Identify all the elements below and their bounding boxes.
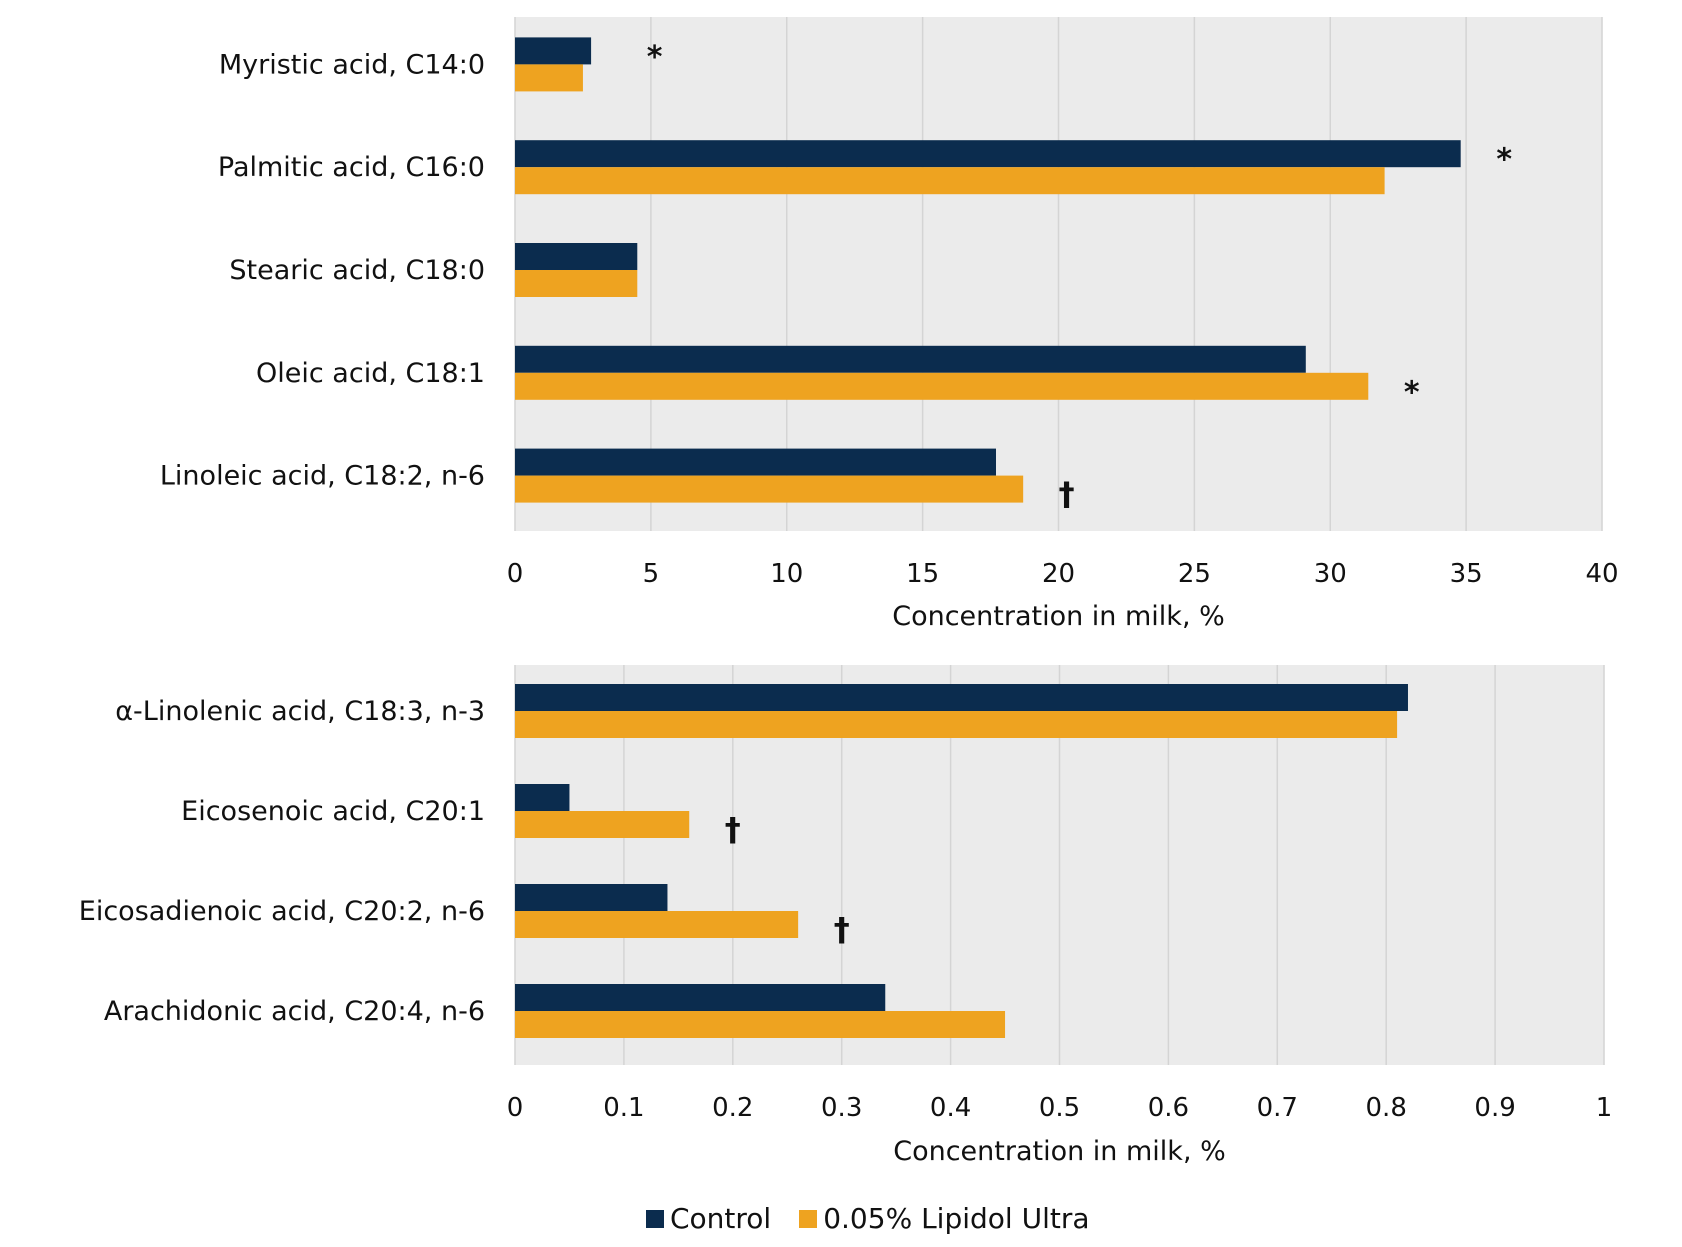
x-tick-label: 0 [507, 559, 524, 589]
category-label: Eicosadienoic acid, C20:2, n-6 [79, 896, 485, 927]
bar-control [515, 243, 638, 270]
significance-asterisk: * [647, 40, 663, 75]
legend-control-swatch [646, 1210, 664, 1228]
x-tick-label: 25 [1178, 559, 1211, 589]
x-tick-label: 30 [1314, 559, 1347, 589]
bar-lipidol [515, 475, 1024, 503]
bar-control [515, 784, 570, 811]
x-tick-label: 0.9 [1474, 1093, 1515, 1123]
x-axis-title: Concentration in milk, % [893, 1136, 1226, 1167]
legend-lipidol-label: 0.05% Lipidol Ultra [823, 1202, 1090, 1235]
x-tick-label: 0.6 [1148, 1093, 1189, 1123]
significance-dagger: † [834, 911, 850, 949]
legend: Control 0.05% Lipidol Ultra [646, 1203, 1118, 1235]
x-tick-label: 0.4 [930, 1093, 971, 1123]
bar-control [515, 37, 592, 65]
category-label: Stearic acid, C18:0 [229, 255, 485, 286]
x-tick-label: 15 [906, 559, 939, 589]
category-label: Palmitic acid, C16:0 [218, 152, 485, 183]
bar-lipidol [515, 711, 1398, 738]
legend-control-label: Control [670, 1202, 772, 1235]
x-tick-label: 0 [507, 1093, 524, 1123]
category-label: Eicosenoic acid, C20:1 [181, 796, 485, 827]
bar-lipidol [515, 1011, 1006, 1038]
x-tick-label: 0.3 [821, 1093, 862, 1123]
x-tick-label: 40 [1585, 559, 1618, 589]
category-label: Oleic acid, C18:1 [256, 358, 485, 389]
bar-lipidol [515, 270, 638, 297]
x-tick-label: 0.8 [1366, 1093, 1407, 1123]
x-tick-label: 0.2 [712, 1093, 753, 1123]
x-tick-label: 20 [1042, 559, 1075, 589]
category-label: α-Linolenic acid, C18:3, n-3 [115, 696, 485, 727]
significance-asterisk: * [1404, 375, 1420, 410]
x-tick-label: 0.1 [603, 1093, 644, 1123]
bar-control [515, 684, 1408, 711]
significance-asterisk: * [1496, 143, 1512, 178]
x-tick-label: 1 [1596, 1093, 1613, 1123]
bar-lipidol [515, 167, 1385, 195]
x-tick-label: 0.7 [1257, 1093, 1298, 1123]
x-tick-label: 35 [1450, 559, 1483, 589]
significance-dagger: † [1059, 475, 1075, 513]
bar-lipidol [515, 64, 583, 92]
bar-control [515, 345, 1306, 373]
x-tick-label: 5 [643, 559, 660, 589]
bar-lipidol [515, 911, 799, 938]
bar-control [515, 884, 668, 911]
bar-lipidol [515, 811, 690, 838]
x-tick-label: 10 [770, 559, 803, 589]
x-axis-title: Concentration in milk, % [892, 601, 1225, 632]
bar-control [515, 140, 1461, 168]
x-tick-label: 0.5 [1039, 1093, 1080, 1123]
legend-item-control: Control [646, 1203, 771, 1235]
legend-lipidol-swatch [799, 1210, 818, 1228]
category-label: Myristic acid, C14:0 [219, 49, 485, 80]
category-label: Linoleic acid, C18:2, n-6 [160, 461, 485, 492]
bar-lipidol [515, 372, 1369, 400]
legend-item-lipidol: 0.05% Lipidol Ultra [799, 1202, 1090, 1235]
bar-control [515, 984, 886, 1011]
significance-dagger: † [725, 811, 741, 849]
bar-control [515, 448, 996, 476]
category-label: Arachidonic acid, C20:4, n-6 [104, 996, 485, 1027]
